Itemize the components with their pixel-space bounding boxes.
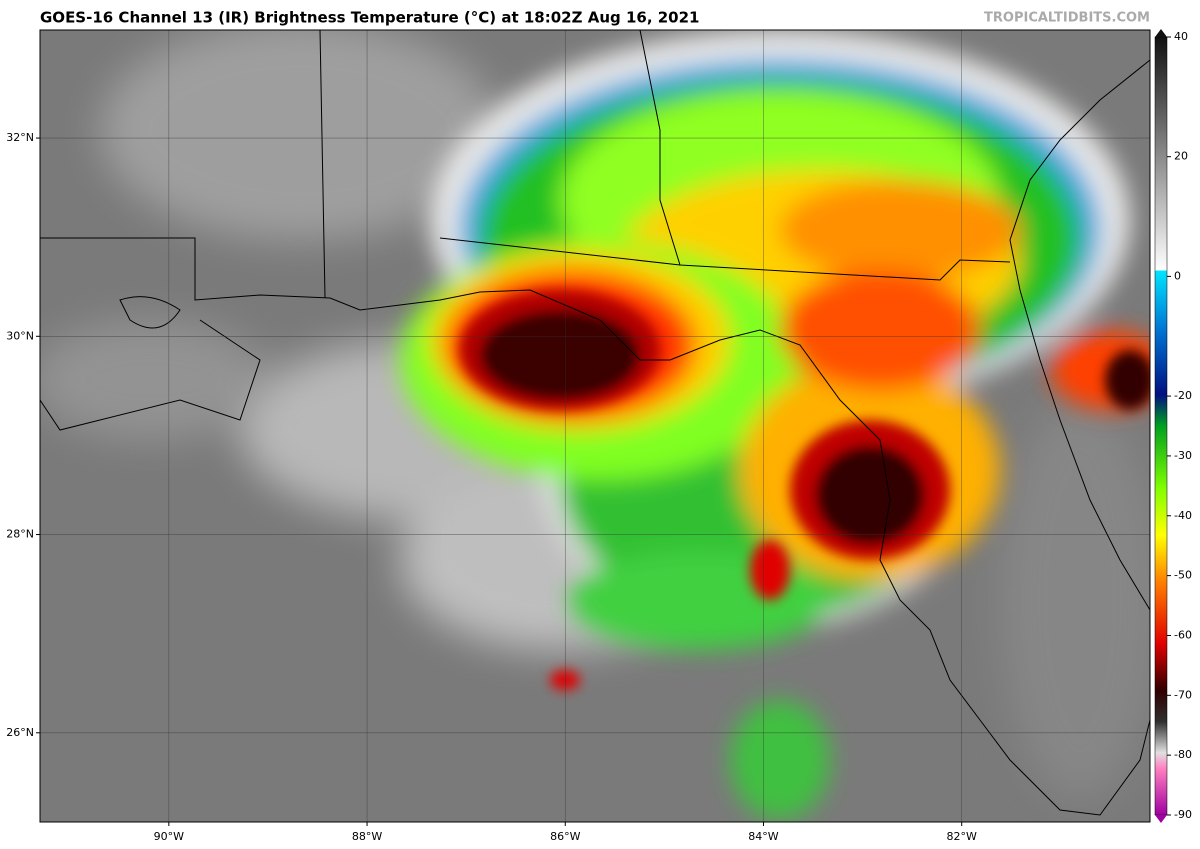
title: GOES-16 Channel 13 (IR) Brightness Tempe… bbox=[40, 9, 700, 27]
credit: TROPICALTIDBITS.COM bbox=[984, 11, 1150, 26]
colorbar-label: -50 bbox=[1174, 569, 1192, 582]
colorbar-label: -90 bbox=[1174, 808, 1192, 821]
colorbar-label: -80 bbox=[1174, 748, 1192, 761]
lon-label: 86°W bbox=[550, 830, 580, 843]
colorbar-label: 0 bbox=[1174, 269, 1181, 282]
colorbar-label: -70 bbox=[1174, 688, 1192, 701]
coastlines bbox=[40, 30, 1150, 816]
graticule bbox=[40, 30, 1150, 822]
colorbar-label: 20 bbox=[1174, 150, 1188, 163]
satellite-image bbox=[40, 30, 1150, 822]
colorbar-arrow bbox=[1155, 29, 1167, 37]
lat-label: 30°N bbox=[6, 329, 34, 342]
colorbar-label: -20 bbox=[1174, 389, 1192, 402]
lon-label: 82°W bbox=[947, 830, 977, 843]
colorbar-label: -30 bbox=[1174, 449, 1192, 462]
lat-label: 28°N bbox=[6, 528, 34, 541]
colorbar-label: -60 bbox=[1174, 628, 1192, 641]
lon-label: 90°W bbox=[154, 830, 184, 843]
colorbar-label: -40 bbox=[1174, 509, 1192, 522]
colorbar-arrow bbox=[1155, 815, 1167, 823]
lon-label: 88°W bbox=[352, 830, 382, 843]
lat-label: 32°N bbox=[6, 131, 34, 144]
map-frame bbox=[39, 29, 1151, 823]
colorbar bbox=[1154, 36, 1168, 816]
colorbar-label: 40 bbox=[1174, 30, 1188, 43]
lon-label: 84°W bbox=[748, 830, 778, 843]
lat-label: 26°N bbox=[6, 726, 34, 739]
